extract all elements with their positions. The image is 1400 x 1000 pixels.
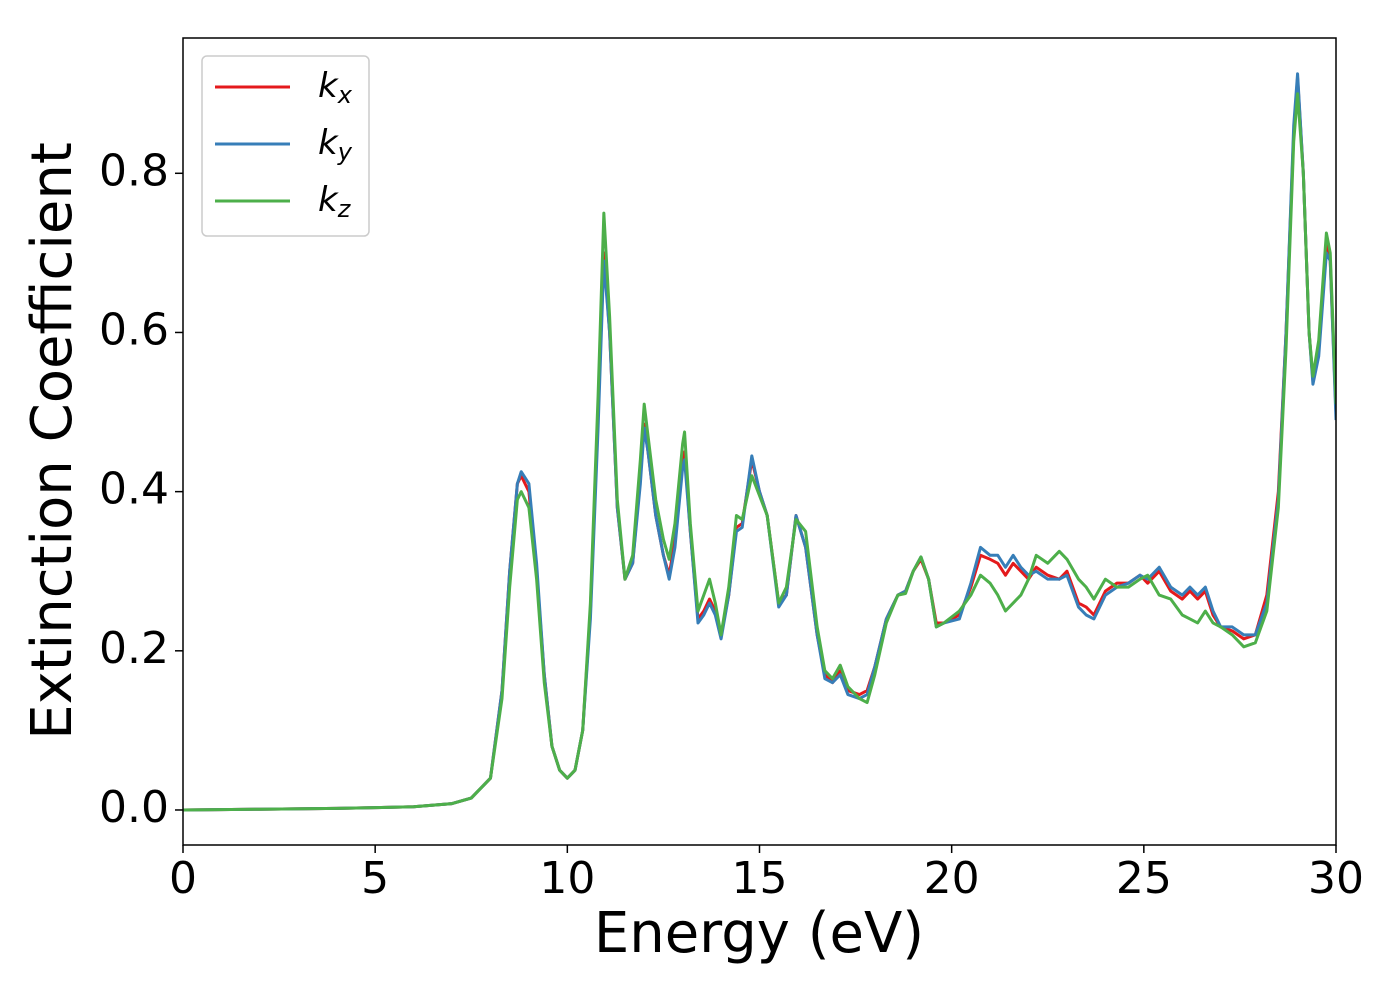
x-axis-label: Energy (eV) — [594, 901, 924, 966]
legend-label: ky — [318, 123, 353, 167]
plot-frame — [182, 37, 1337, 846]
series-line — [183, 92, 1336, 812]
y-tick-label: 0.6 — [99, 304, 169, 355]
x-tick-label: 15 — [732, 853, 788, 904]
x-tick-label: 20 — [924, 853, 980, 904]
x-tick-label: 0 — [169, 853, 197, 904]
x-tick-label: 10 — [539, 853, 595, 904]
y-axis-label: Extinction Coefficient — [20, 142, 85, 740]
y-tick-label: 0.8 — [99, 145, 169, 196]
x-tick-label: 5 — [361, 853, 389, 904]
y-tick-label: 0.2 — [99, 623, 169, 674]
x-tick-label: 25 — [1116, 853, 1172, 904]
y-tick-label: 0.4 — [99, 464, 169, 515]
legend-label: kx — [318, 66, 353, 110]
x-tick-label: 30 — [1308, 853, 1364, 904]
legend-box — [201, 55, 370, 237]
y-tick-label: 0.0 — [99, 782, 169, 833]
legend-label: kz — [318, 180, 352, 224]
